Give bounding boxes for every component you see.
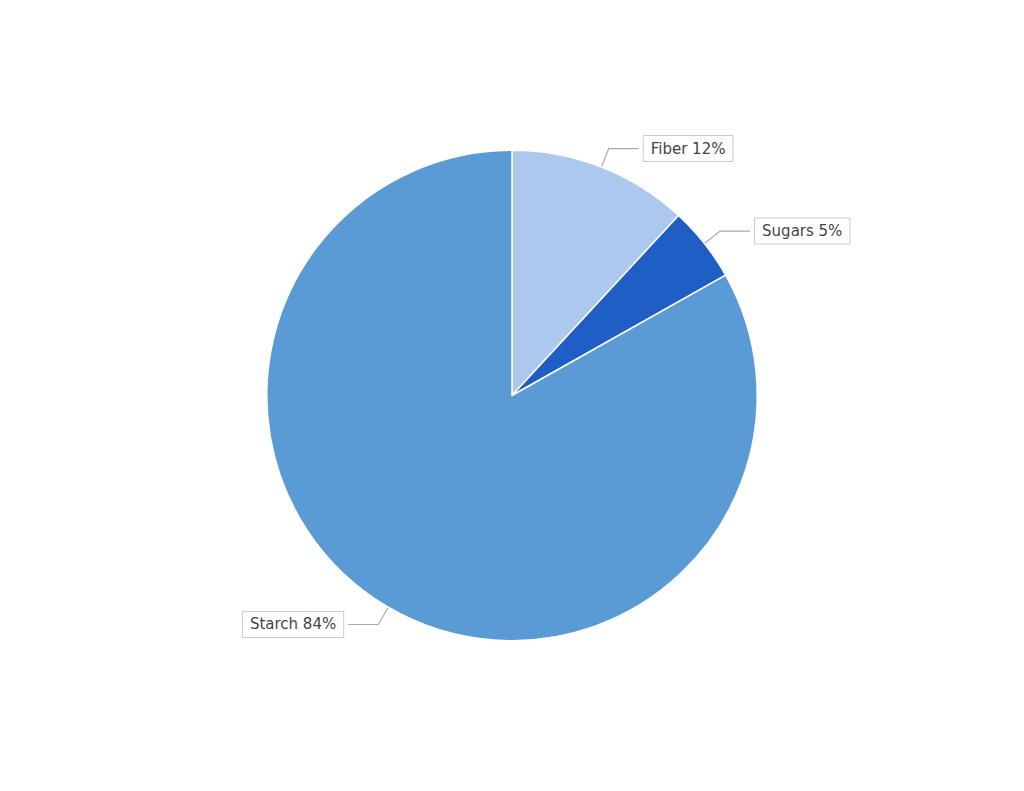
svg-text:Sugars 5%: Sugars 5%: [762, 222, 842, 240]
svg-text:Fiber 12%: Fiber 12%: [651, 140, 726, 158]
svg-text:Starch 84%: Starch 84%: [250, 615, 336, 633]
